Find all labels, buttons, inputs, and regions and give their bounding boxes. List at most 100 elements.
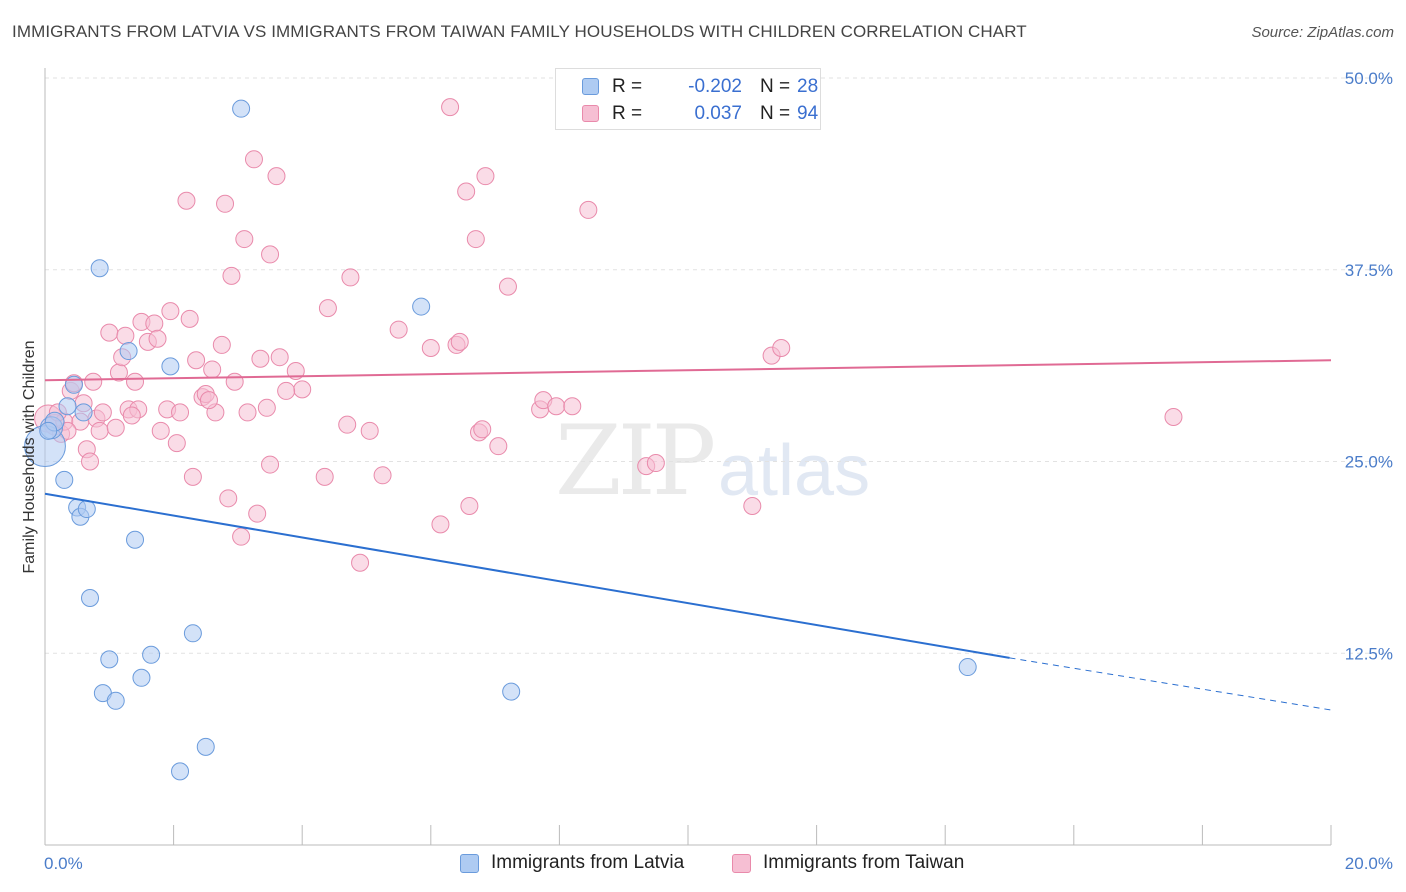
latvia-point [55,470,74,489]
taiwan-point [244,150,263,169]
taiwan-point [772,338,791,357]
latvia-point [232,99,251,118]
taiwan-point [473,420,492,439]
taiwan-point [212,335,231,354]
legend-r-label: R = [612,103,643,124]
taiwan-point [93,403,112,422]
latvia-point [142,645,161,664]
taiwan-point [216,194,235,213]
latvia-point [183,624,202,643]
taiwan-point [126,372,145,391]
taiwan-point [100,323,119,342]
y-tick-label: 37.5% [1345,261,1393,280]
latvia-point [119,342,138,361]
taiwan-point [203,360,222,379]
taiwan-point [646,454,665,473]
latvia-point [171,762,190,781]
taiwan-point [421,338,440,357]
y-tick-label: 12.5% [1345,644,1393,663]
latvia-point [412,297,431,316]
taiwan-point [547,397,566,416]
legend-r-value: -0.202 [688,76,742,97]
correlation-legend: R = -0.202 N = 28 R = 0.037 N = 94 [555,68,821,130]
series-legend: Immigrants from Latvia Immigrants from T… [0,852,1406,876]
latvia-point [502,682,521,701]
latvia-point [106,691,125,710]
latvia-trend-line [44,492,1010,659]
taiwan-point [177,191,196,210]
legend-r-label: R = [612,76,643,97]
taiwan-point [148,329,167,348]
taiwan-point [171,403,190,422]
taiwan-point [251,349,270,368]
legend-n-value: 94 [797,103,819,124]
taiwan-point [261,245,280,264]
taiwan-point [90,421,109,440]
taiwan-point [373,466,392,485]
taiwan-point [1164,408,1183,427]
legend-n-value: 28 [797,76,819,97]
taiwan-point [151,421,170,440]
taiwan-point [187,351,206,370]
taiwan-point [106,418,125,437]
tick-labels: 12.5% 25.0% 37.5% 50.0% 0.0% 20.0% [44,69,1393,873]
latvia-point [77,500,96,519]
taiwan-point [167,434,186,453]
taiwan-point [84,372,103,391]
taiwan-point [116,326,135,345]
taiwan-point [222,266,241,285]
y-tick-label: 50.0% [1345,69,1393,88]
latvia-point [196,737,215,756]
taiwan-point [460,496,479,515]
taiwan-point [743,496,762,515]
series-label-taiwan: Immigrants from Taiwan [763,852,965,873]
taiwan-point [232,527,251,546]
axes [44,68,1332,846]
taiwan-trend-line [44,359,1332,382]
taiwan-point [235,230,254,249]
taiwan-point [338,415,357,434]
chart-title: IMMIGRANTS FROM LATVIA VS IMMIGRANTS FRO… [12,22,1027,41]
taiwan-point [341,268,360,287]
latvia-point [74,403,93,422]
latvia-point [958,658,977,677]
taiwan-point [270,348,289,367]
watermark-atlas: atlas [718,431,871,511]
taiwan-point [122,406,141,425]
series-latvia-points [24,99,977,781]
x-tick-label-min: 0.0% [44,854,83,873]
taiwan-point [457,182,476,201]
series-label-latvia: Immigrants from Latvia [491,852,685,873]
latvia-point [132,668,151,687]
series-taiwan-points [34,98,1183,572]
latvia-point [90,259,109,278]
y-axis-label: Family Households with Children [21,341,38,574]
latvia-point [39,421,58,440]
series-swatch-taiwan [732,854,751,873]
taiwan-point [389,320,408,339]
legend-swatch-taiwan [582,105,599,122]
series-swatch-latvia [460,854,479,873]
taiwan-point [257,398,276,417]
latvia-point [58,397,77,416]
taiwan-point [441,98,460,117]
y-tick-label: 25.0% [1345,453,1393,472]
taiwan-point [238,403,257,422]
latvia-point [100,650,119,669]
legend-n-label: N = [760,76,791,97]
taiwan-point [145,314,164,333]
latvia-trend-extension [1009,657,1332,711]
taiwan-point [277,381,296,400]
taiwan-point [315,467,334,486]
legend-swatch-latvia [582,78,599,95]
x-tick-label-max: 20.0% [1345,854,1393,873]
taiwan-point [199,391,218,410]
taiwan-point [180,309,199,328]
taiwan-point [563,397,582,416]
taiwan-point [248,504,267,523]
taiwan-point [261,455,280,474]
chart-source: Source: ZipAtlas.com [1251,24,1394,41]
taiwan-point [450,332,469,351]
taiwan-point [219,489,238,508]
trend-lines [44,359,1332,711]
